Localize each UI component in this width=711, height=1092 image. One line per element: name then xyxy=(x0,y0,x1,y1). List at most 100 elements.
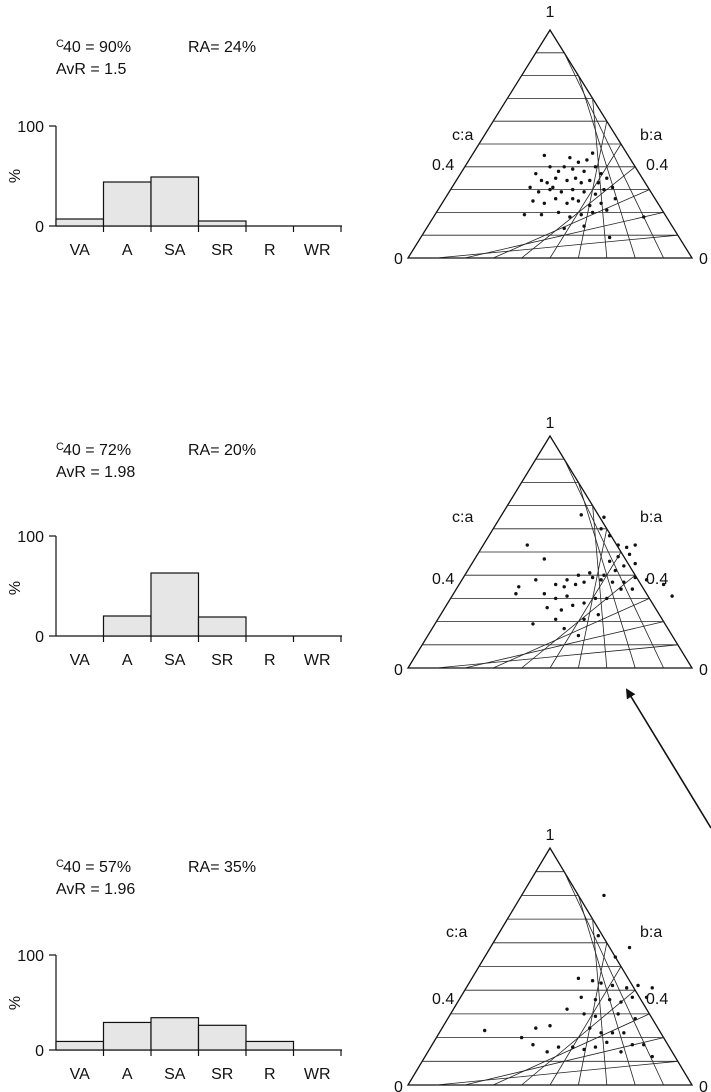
grid-line-diagonal xyxy=(578,482,636,669)
ternary-point xyxy=(545,605,549,610)
ternary-point xyxy=(630,995,635,1000)
ternary-point xyxy=(582,1012,586,1016)
ternary-point xyxy=(593,192,598,196)
ternary-point xyxy=(605,1040,609,1045)
bar-va xyxy=(55,218,105,227)
ternary-point xyxy=(517,585,521,589)
apex-label: 1 xyxy=(546,415,555,432)
ternary-point xyxy=(636,983,640,988)
ternary-point xyxy=(528,185,532,190)
right-side-label: b:a xyxy=(640,509,662,526)
ternary-point xyxy=(622,564,626,568)
ternary-point xyxy=(553,596,558,601)
x-tick-label-va: VA xyxy=(70,1066,90,1083)
ternary-point xyxy=(593,596,598,601)
ternary-point xyxy=(633,575,637,580)
ternary-point xyxy=(610,1031,615,1035)
ternary-point xyxy=(605,596,609,601)
bottom-left-label: 0 xyxy=(394,1079,403,1092)
ternary-point xyxy=(602,893,606,898)
ternary-point xyxy=(576,633,581,638)
left-side-label: c:a xyxy=(452,509,473,526)
ternary-point xyxy=(582,190,586,194)
panel-2: C 40 = 72% RA= 20% AvR = 1.98 100 0 % VA… xyxy=(7,415,708,679)
ternary-point xyxy=(610,580,615,584)
bar-sa xyxy=(150,572,200,637)
apex-label: 1 xyxy=(546,827,555,844)
grid-line-diagonal xyxy=(549,143,622,259)
right-tick-label: 0.4 xyxy=(646,571,668,588)
ternary-diagram: 1 c:a b:a 0.4 0.4 0 0 xyxy=(394,415,708,679)
ternary-point xyxy=(551,185,555,190)
ternary-point xyxy=(599,201,603,205)
ternary-point xyxy=(539,212,544,217)
ternary-point xyxy=(565,1007,569,1011)
bar-a xyxy=(102,181,152,227)
ternary-point xyxy=(630,1043,635,1047)
y-axis-label: % xyxy=(7,996,24,1010)
panel-1: C 40 = 90% RA= 24% AvR = 1.5 100 0 % VA A… xyxy=(7,4,708,268)
ternary-point xyxy=(630,587,635,591)
ternary-point xyxy=(565,178,569,183)
x-tick-label-a: A xyxy=(122,1066,133,1083)
ternary-point xyxy=(548,1024,552,1028)
y-tick-label-0: 0 xyxy=(35,219,44,236)
x-tick-label-va: VA xyxy=(70,242,90,259)
ternary-point xyxy=(562,585,566,589)
right-side-label: b:a xyxy=(640,924,662,941)
ternary-point xyxy=(519,1035,524,1040)
x-tick-label-wr: WR xyxy=(304,242,331,259)
ternary-point xyxy=(565,594,569,598)
ternary-points xyxy=(522,151,646,240)
ternary-point xyxy=(522,212,527,217)
ternary-point xyxy=(607,534,612,538)
ternary-point xyxy=(627,552,632,557)
ternary-point xyxy=(593,165,598,169)
y-axis-label: % xyxy=(7,169,24,183)
x-tick-labels: VA A SA SR R WR xyxy=(70,652,331,669)
ternary-point xyxy=(650,986,654,990)
ternary-point xyxy=(596,612,600,617)
ternary-point xyxy=(571,1045,575,1049)
ternary-point xyxy=(607,559,612,563)
c40-stat: 40 = 57% xyxy=(63,859,131,876)
ternary-point xyxy=(576,976,581,981)
bar-a xyxy=(102,615,152,637)
x-tick-label-r: R xyxy=(264,242,276,259)
ternary-point xyxy=(534,171,538,176)
bar-va xyxy=(55,1040,105,1051)
ternary-point xyxy=(531,622,535,626)
ternary-point xyxy=(582,1047,586,1052)
left-side-label: c:a xyxy=(446,924,467,941)
grid-line-diagonal xyxy=(578,121,608,259)
left-tick-label: 0.4 xyxy=(432,157,454,174)
ternary-point xyxy=(633,543,637,547)
ternary-point xyxy=(525,543,529,547)
ternary-point xyxy=(579,995,583,1000)
stats-block: C 40 = 57% RA= 35% AvR = 1.96 xyxy=(56,858,256,898)
ternary-point xyxy=(590,575,595,580)
x-tick-label-va: VA xyxy=(70,652,90,669)
ternary-point xyxy=(670,594,674,598)
ternary-point xyxy=(548,165,552,169)
ternary-point xyxy=(644,995,649,1000)
ternary-point xyxy=(602,187,606,192)
ternary-point xyxy=(616,543,620,547)
ternary-point xyxy=(619,1050,623,1054)
left-tick-label: 0.4 xyxy=(432,991,454,1008)
grid-line-diagonal xyxy=(563,459,664,669)
avr-stat: AvR = 1.98 xyxy=(56,464,135,481)
ternary-point xyxy=(534,1026,538,1030)
ternary-point xyxy=(576,160,581,164)
y-tick-label-100: 100 xyxy=(17,119,44,136)
apex-label: 1 xyxy=(546,4,555,21)
ternary-point xyxy=(616,1012,620,1016)
ternary-point xyxy=(482,1028,487,1033)
ternary-point xyxy=(661,582,666,587)
ternary-point xyxy=(588,203,592,208)
right-tick-label: 0.4 xyxy=(646,157,668,174)
ternary-grid xyxy=(406,434,694,669)
ternary-point xyxy=(582,601,586,605)
left-side-label: c:a xyxy=(452,127,473,144)
ternary-point xyxy=(579,181,583,185)
